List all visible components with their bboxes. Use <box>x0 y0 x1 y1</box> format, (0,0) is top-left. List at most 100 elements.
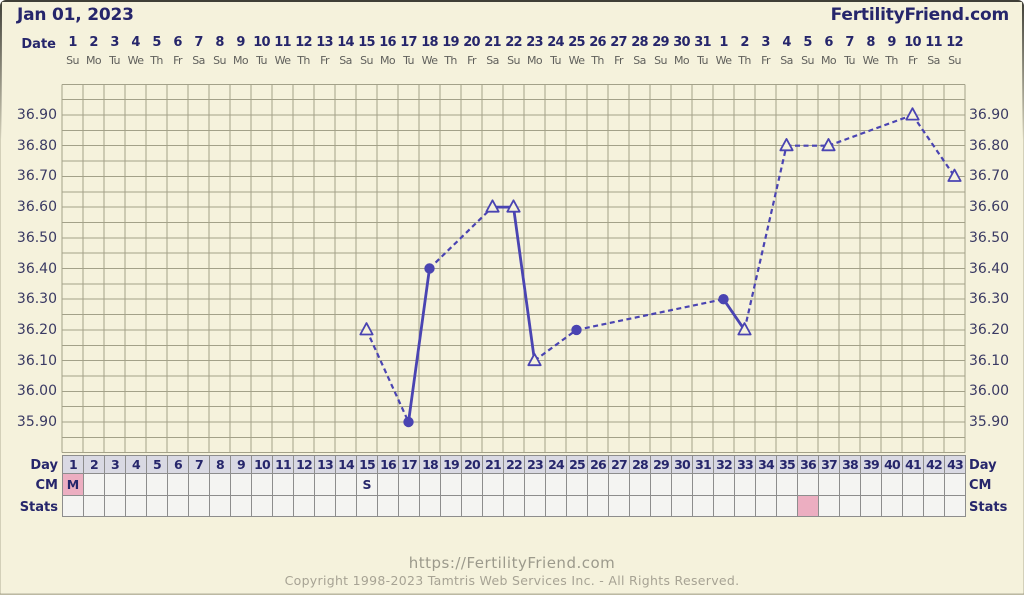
stats-cell[interactable] <box>608 495 630 517</box>
day-cell[interactable]: 4 <box>125 455 147 474</box>
stats-cell[interactable] <box>566 495 588 517</box>
cm-cell[interactable] <box>566 473 588 496</box>
stats-cell[interactable] <box>314 495 336 517</box>
cm-cell[interactable] <box>230 473 252 496</box>
day-cell[interactable]: 8 <box>209 455 231 474</box>
cm-cell[interactable] <box>692 473 714 496</box>
cm-cell[interactable] <box>482 473 504 496</box>
day-cell[interactable]: 3 <box>104 455 126 474</box>
cm-cell[interactable] <box>461 473 483 496</box>
day-cell[interactable]: 18 <box>419 455 441 474</box>
temp-point-triangle[interactable] <box>905 107 920 121</box>
stats-cell[interactable] <box>902 495 924 517</box>
cm-cell[interactable] <box>713 473 735 496</box>
stats-cell[interactable] <box>713 495 735 517</box>
stats-cell[interactable] <box>83 495 105 517</box>
day-cell[interactable]: 5 <box>146 455 168 474</box>
day-cell[interactable]: 24 <box>545 455 567 474</box>
day-cell[interactable]: 23 <box>524 455 546 474</box>
day-cell[interactable]: 15 <box>356 455 378 474</box>
stats-cell[interactable] <box>62 495 84 517</box>
stats-cell[interactable] <box>776 495 798 517</box>
cm-cell[interactable] <box>398 473 420 496</box>
stats-cell[interactable] <box>188 495 210 517</box>
cm-cell[interactable] <box>755 473 777 496</box>
stats-cell[interactable] <box>944 495 966 517</box>
cm-cell[interactable] <box>251 473 273 496</box>
stats-cell[interactable] <box>209 495 231 517</box>
stats-cell[interactable] <box>104 495 126 517</box>
stats-cell[interactable] <box>797 495 819 517</box>
cm-cell[interactable] <box>629 473 651 496</box>
day-cell[interactable]: 31 <box>692 455 714 474</box>
stats-cell[interactable] <box>125 495 147 517</box>
cm-cell[interactable] <box>818 473 840 496</box>
stats-cell[interactable] <box>671 495 693 517</box>
day-cell[interactable]: 1 <box>62 455 84 474</box>
stats-cell[interactable] <box>377 495 399 517</box>
temp-point-circle[interactable] <box>718 294 729 305</box>
day-cell[interactable]: 27 <box>608 455 630 474</box>
cm-cell[interactable] <box>734 473 756 496</box>
stats-cell[interactable] <box>587 495 609 517</box>
cm-cell[interactable] <box>860 473 882 496</box>
cm-cell[interactable] <box>83 473 105 496</box>
stats-cell[interactable] <box>818 495 840 517</box>
day-cell[interactable]: 28 <box>629 455 651 474</box>
day-cell[interactable]: 26 <box>587 455 609 474</box>
day-cell[interactable]: 9 <box>230 455 252 474</box>
stats-cell[interactable] <box>461 495 483 517</box>
stats-cell[interactable] <box>335 495 357 517</box>
cm-cell[interactable] <box>923 473 945 496</box>
temp-point-triangle[interactable] <box>821 137 836 152</box>
stats-cell[interactable] <box>272 495 294 517</box>
cm-cell[interactable] <box>146 473 168 496</box>
cm-cell[interactable] <box>902 473 924 496</box>
day-cell[interactable]: 10 <box>251 455 273 474</box>
stats-cell[interactable] <box>230 495 252 517</box>
temp-point-triangle[interactable] <box>485 199 500 213</box>
cm-cell[interactable] <box>272 473 294 496</box>
stats-cell[interactable] <box>545 495 567 517</box>
day-cell[interactable]: 29 <box>650 455 672 474</box>
stats-cell[interactable] <box>923 495 945 517</box>
stats-cell[interactable] <box>419 495 441 517</box>
day-cell[interactable]: 34 <box>755 455 777 474</box>
cm-cell[interactable] <box>167 473 189 496</box>
stats-cell[interactable] <box>734 495 756 517</box>
cm-cell[interactable] <box>839 473 861 496</box>
day-cell[interactable]: 2 <box>83 455 105 474</box>
cm-cell[interactable]: M <box>62 473 84 496</box>
day-cell[interactable]: 11 <box>272 455 294 474</box>
cm-cell[interactable] <box>608 473 630 496</box>
cm-cell[interactable] <box>503 473 525 496</box>
cm-cell[interactable] <box>335 473 357 496</box>
day-cell[interactable]: 32 <box>713 455 735 474</box>
cm-cell[interactable]: S <box>356 473 378 496</box>
day-cell[interactable]: 20 <box>461 455 483 474</box>
cm-cell[interactable] <box>587 473 609 496</box>
day-cell[interactable]: 6 <box>167 455 189 474</box>
stats-cell[interactable] <box>860 495 882 517</box>
stats-cell[interactable] <box>881 495 903 517</box>
cm-cell[interactable] <box>209 473 231 496</box>
stats-cell[interactable] <box>482 495 504 517</box>
day-cell[interactable]: 41 <box>902 455 924 474</box>
temp-point-triangle[interactable] <box>527 352 542 367</box>
day-cell[interactable]: 36 <box>797 455 819 474</box>
cm-cell[interactable] <box>188 473 210 496</box>
stats-cell[interactable] <box>398 495 420 517</box>
stats-cell[interactable] <box>167 495 189 517</box>
day-cell[interactable]: 43 <box>944 455 966 474</box>
day-cell[interactable]: 35 <box>776 455 798 474</box>
temp-point-circle[interactable] <box>403 416 414 428</box>
day-cell[interactable]: 12 <box>293 455 315 474</box>
temp-point-circle[interactable] <box>424 263 435 274</box>
temp-point-triangle[interactable] <box>737 322 752 336</box>
day-cell[interactable]: 30 <box>671 455 693 474</box>
temp-point-triangle[interactable] <box>506 199 521 213</box>
stats-cell[interactable] <box>356 495 378 517</box>
stats-cell[interactable] <box>293 495 315 517</box>
day-cell[interactable]: 22 <box>503 455 525 474</box>
